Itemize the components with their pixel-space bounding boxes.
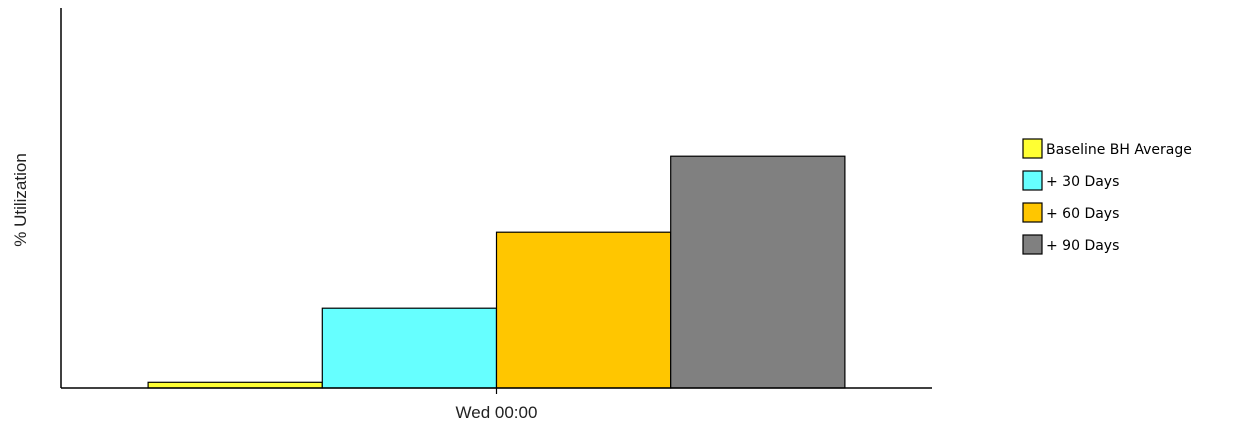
- legend-swatch-0: [1022, 138, 1043, 159]
- legend: Baseline BH Average + 30 Days + 60 Days + 9…: [1022, 138, 1192, 255]
- bar-3: [670, 155, 846, 389]
- y-axis-label: % Utilization: [11, 153, 30, 247]
- legend-label-0: Baseline BH Average: [1046, 142, 1192, 158]
- x-tick-label: Wed 00:00: [456, 403, 538, 422]
- legend-swatch-3: [1022, 234, 1043, 255]
- bar-2: [495, 231, 672, 389]
- x-tick-group: Wed 00:00: [456, 388, 538, 422]
- legend-label-2: + 60 Days: [1046, 206, 1119, 222]
- legend-swatch-2: [1022, 202, 1043, 223]
- legend-swatch-1: [1022, 170, 1043, 191]
- legend-label-1: + 30 Days: [1046, 174, 1119, 190]
- legend-label-3: + 90 Days: [1046, 238, 1119, 254]
- bar-0: [147, 381, 323, 389]
- plot-area: [147, 155, 846, 389]
- bar-1: [321, 307, 498, 389]
